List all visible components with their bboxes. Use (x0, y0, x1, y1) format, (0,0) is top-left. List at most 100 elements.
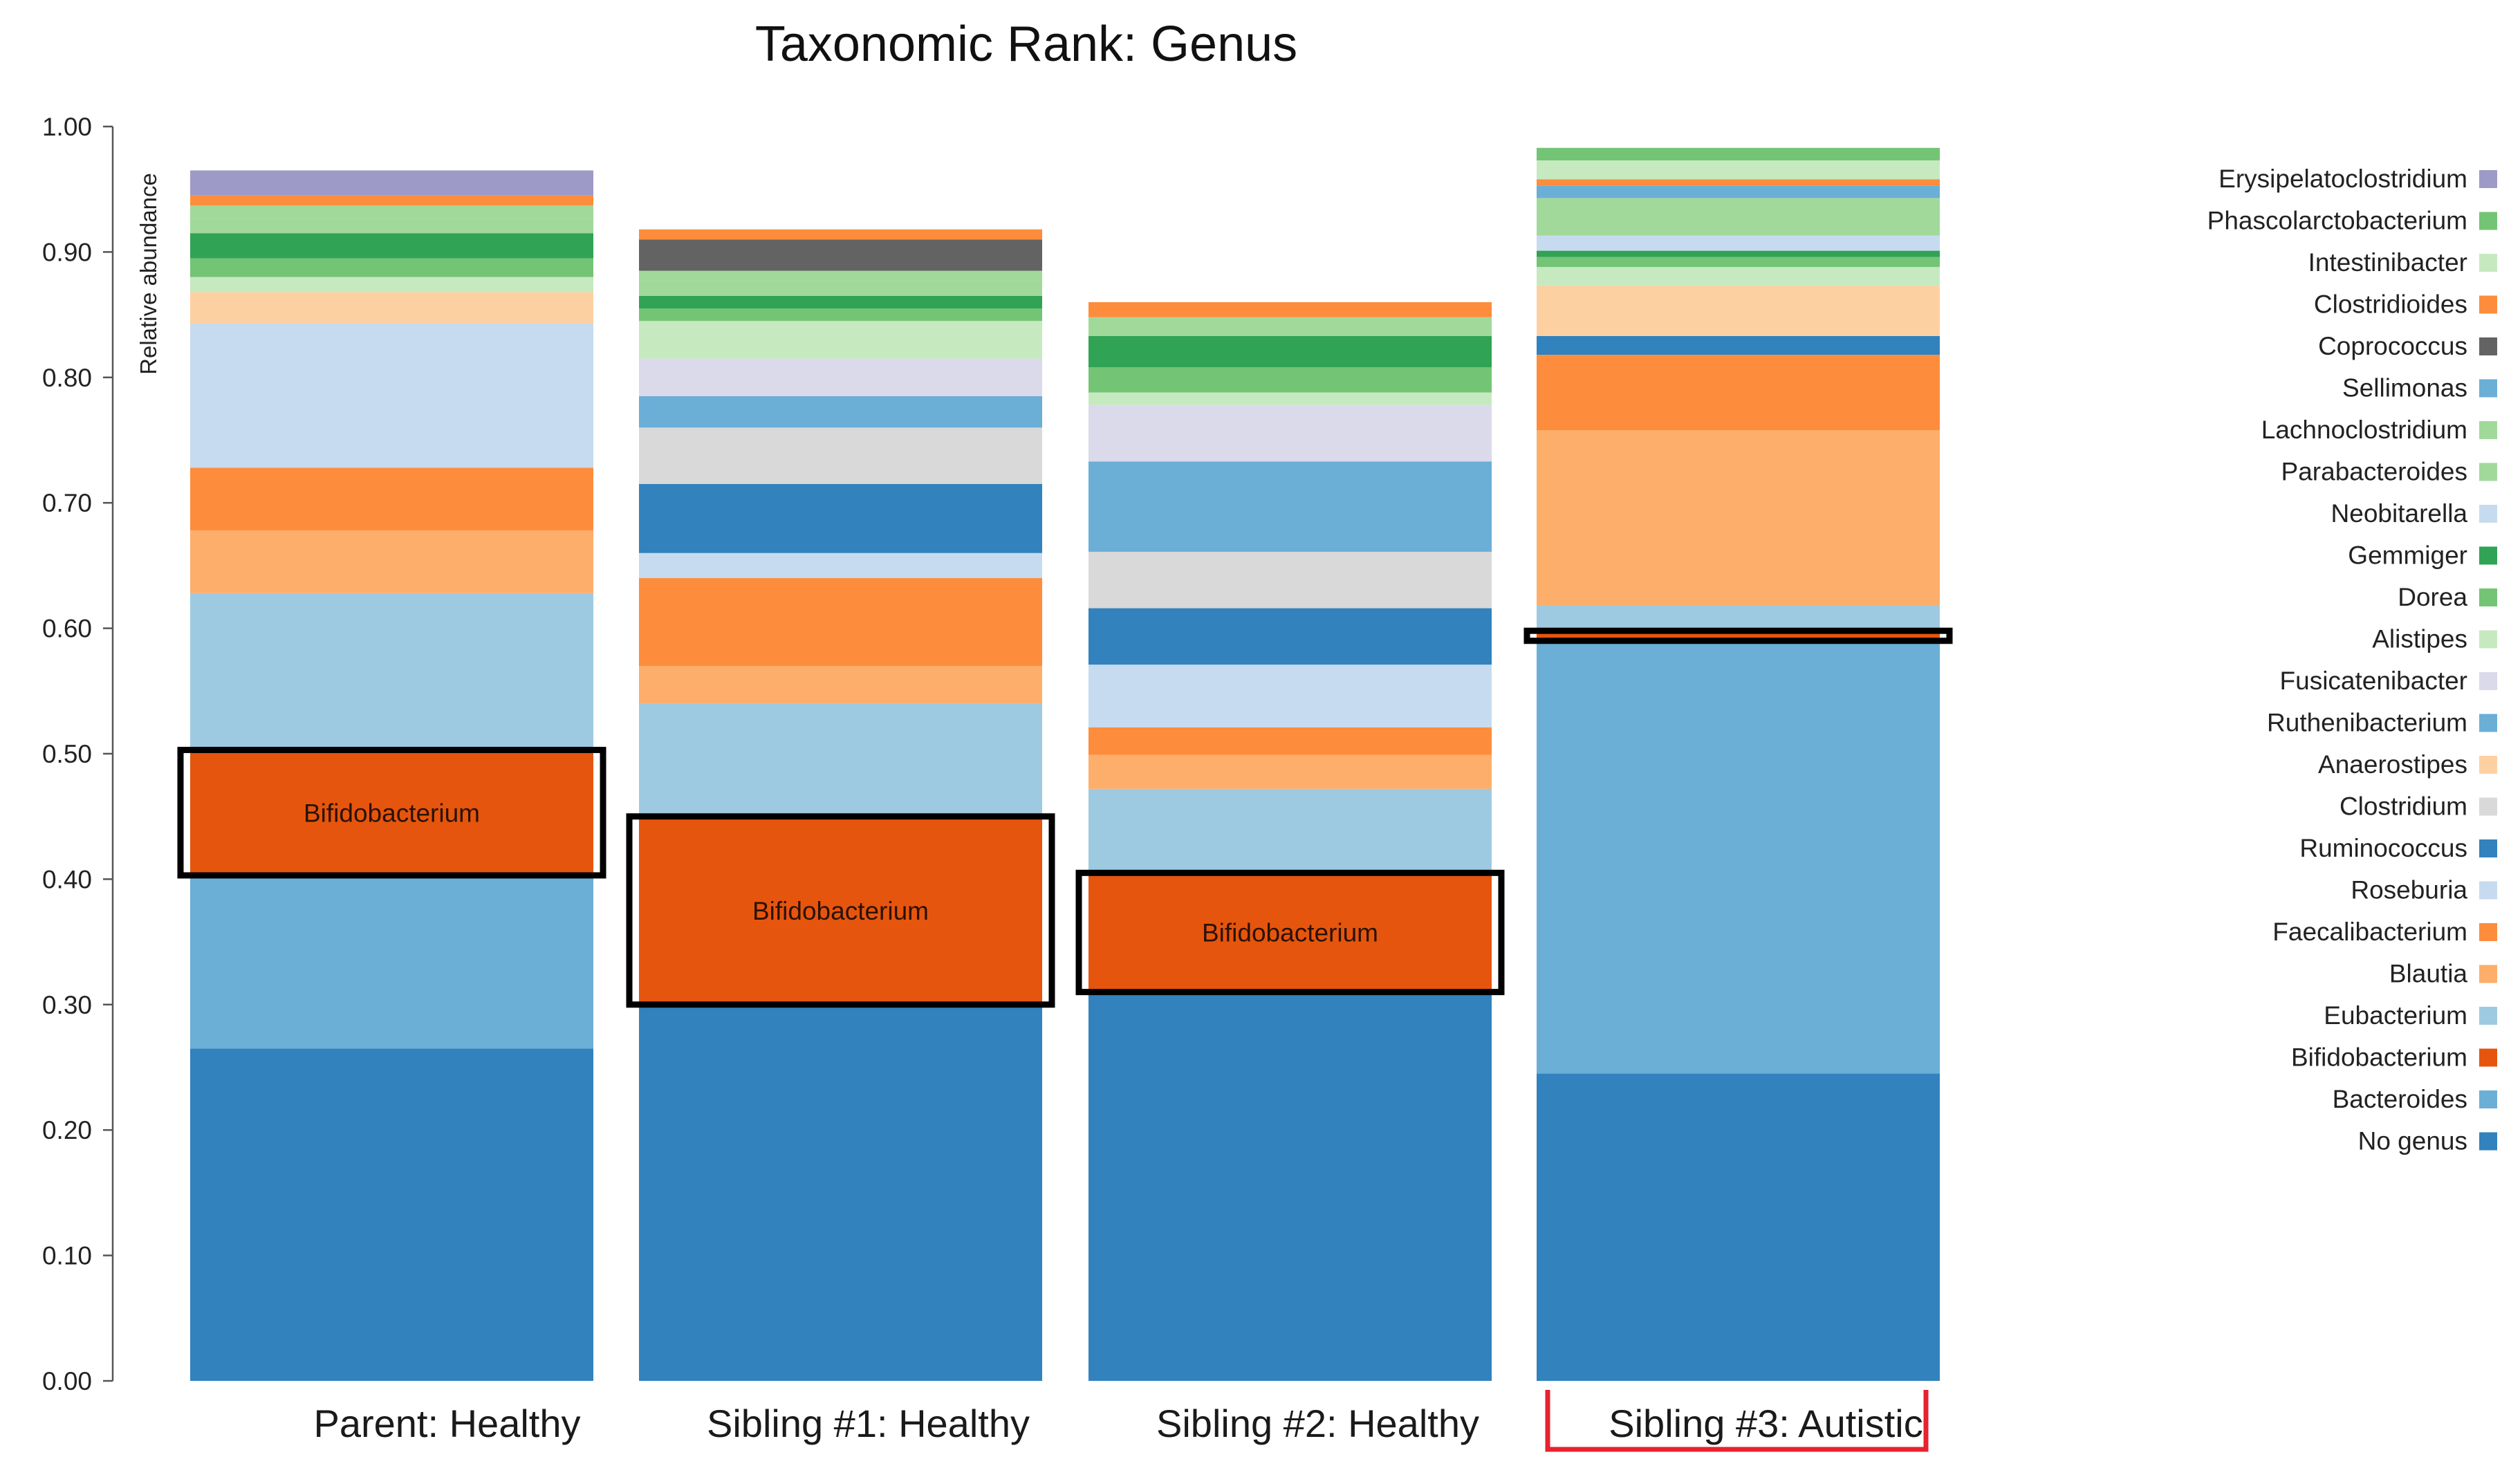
bar-segment (1088, 754, 1492, 789)
bar-segment (1088, 317, 1492, 336)
bar-segment (639, 1004, 1042, 1381)
legend-swatch (2479, 756, 2497, 774)
legend-label: Ruthenibacterium (2267, 709, 2467, 737)
bar-segment (190, 277, 593, 292)
legend-swatch (2479, 714, 2497, 732)
legend-label: Dorea (2398, 583, 2467, 611)
category-label: Sibling #2: Healthy (1156, 1402, 1479, 1445)
bar-segment (1537, 147, 1940, 160)
bar-stack (1088, 301, 1492, 1381)
legend-swatch (2479, 923, 2497, 941)
legend-swatch (2479, 965, 2497, 983)
bar-segment (190, 323, 593, 468)
bars-group (190, 147, 1940, 1381)
legend-label: Bifidobacterium (2291, 1043, 2467, 1072)
legend-swatch (2479, 212, 2497, 230)
bar-segment (639, 239, 1042, 271)
legend-swatch (2479, 463, 2497, 481)
y-axis-ticks: 0.00 0.10 0.20 0.30 0.40 0.50 0.60 0.70 0.80 0.90… (42, 113, 113, 1395)
bar-segment (1537, 286, 1940, 336)
legend-label: Anaerostipes (2318, 750, 2467, 779)
bar-segment (1537, 1073, 1940, 1381)
highlight-box (1523, 627, 1953, 644)
legend-label: No genus (2358, 1127, 2467, 1155)
bar-segment (1088, 608, 1492, 665)
bar-segment (190, 292, 593, 324)
bar-segment (1088, 367, 1492, 393)
bar-segment (1088, 788, 1492, 873)
bar-segment (639, 666, 1042, 704)
bar-segment (639, 321, 1042, 359)
y-tick-label: 1.00 (42, 113, 92, 141)
bar-segment (1537, 250, 1940, 257)
highlight-box (626, 813, 1055, 1008)
y-tick-label: 0.50 (42, 740, 92, 768)
legend-label: Fusicatenibacter (2280, 667, 2467, 695)
bar-segment (190, 467, 593, 531)
legend-swatch (2479, 546, 2497, 565)
y-tick-label: 0.40 (42, 865, 92, 893)
bar-segment (1088, 551, 1492, 609)
bar-segment (639, 229, 1042, 240)
legend-label: Bacteroides (2333, 1085, 2467, 1113)
bar-segment (639, 578, 1042, 667)
bar-segment (1088, 873, 1492, 992)
bar-segment (190, 1048, 593, 1381)
bar-segment (190, 258, 593, 277)
bar-segment (1537, 640, 1940, 1074)
highlight-box (1075, 869, 1505, 996)
bar-segment (1537, 605, 1940, 631)
category-label: Sibling #1: Healthy (707, 1402, 1030, 1445)
legend-swatch (2479, 421, 2497, 439)
bar-stack (639, 229, 1042, 1381)
legend-label: Clostridioides (2314, 290, 2467, 319)
y-tick-label: 0.90 (42, 238, 92, 266)
legend-label: Ruminococcus (2299, 834, 2467, 862)
legend-label: Blautia (2389, 960, 2468, 988)
bar-segment (1088, 665, 1492, 727)
bar-stack (190, 170, 593, 1381)
legend-swatch (2479, 1132, 2497, 1151)
bar-segment (1537, 235, 1940, 251)
bar-segment (639, 358, 1042, 397)
legend-swatch (2479, 295, 2497, 314)
bar-segment (190, 593, 593, 750)
legend-swatch (2479, 881, 2497, 900)
bar-segment (190, 170, 593, 196)
bar-segment (639, 396, 1042, 428)
legend-label: Sellimonas (2342, 374, 2467, 402)
bar-segment (1537, 179, 1940, 186)
bar-segment (1088, 301, 1492, 317)
bar-segment (639, 483, 1042, 553)
legend-swatch (2479, 672, 2497, 690)
legend-swatch (2479, 630, 2497, 649)
bar-segment (190, 875, 593, 1049)
y-tick-label: 0.10 (42, 1242, 92, 1270)
highlight-boxes: Bifidobacterium Bifidobacterium Bifidobact… (177, 627, 1953, 1008)
legend-label: Neobitarella (2331, 499, 2468, 528)
bar-segment (190, 233, 593, 259)
bar-segment (639, 281, 1042, 296)
bar-segment (639, 295, 1042, 309)
bar-segment (1537, 257, 1940, 268)
legend-swatch (2479, 1048, 2497, 1067)
bar-segment (190, 205, 593, 219)
bar-segment (1088, 335, 1492, 368)
legend-label: Phascolarctobacterium (2207, 207, 2467, 235)
segment-label: Bifidobacterium (752, 897, 929, 925)
y-tick-label: 0.30 (42, 991, 92, 1019)
legend-label: Gemmiger (2348, 541, 2467, 570)
legend-label: Lachnoclostridium (2261, 416, 2467, 444)
legend-swatch (2479, 1007, 2497, 1025)
legend-label: Roseburia (2351, 876, 2467, 904)
bar-segment (639, 703, 1042, 817)
legend-label: Clostridium (2340, 792, 2467, 821)
y-tick-label: 0.80 (42, 364, 92, 392)
chart-title: Taxonomic Rank: Genus (755, 17, 1297, 72)
bar-segment (639, 427, 1042, 484)
y-tick-label: 0.20 (42, 1116, 92, 1144)
bar-segment (1537, 198, 1940, 236)
legend-swatch (2479, 254, 2497, 272)
